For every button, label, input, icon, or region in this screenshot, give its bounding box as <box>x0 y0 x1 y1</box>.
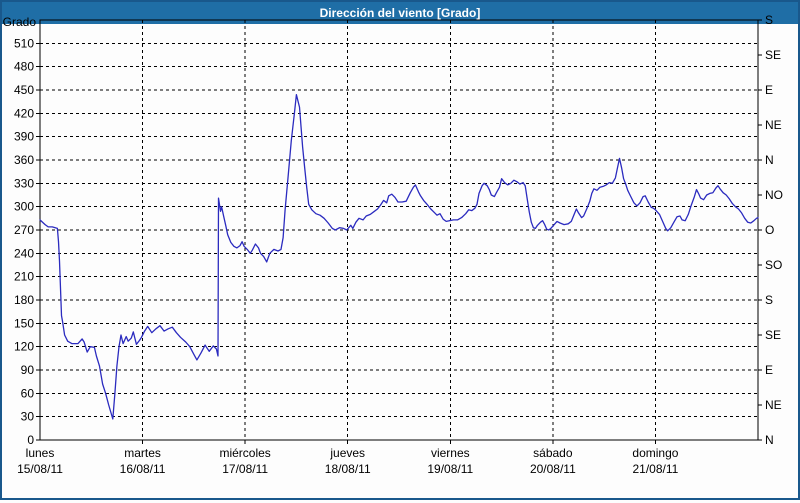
right-axis-tick-label: N <box>765 433 774 447</box>
y-axis-tick-label: 480 <box>14 60 34 74</box>
x-axis-date-label: 21/08/11 <box>633 462 679 476</box>
right-axis-tick-label: S <box>765 293 773 307</box>
y-axis-tick-label: 300 <box>14 200 34 214</box>
right-axis-tick-label: S <box>765 13 773 27</box>
right-axis-tick-label: O <box>765 223 774 237</box>
x-axis-day-label: lunes <box>26 446 55 460</box>
right-axis-tick-label: N <box>765 153 774 167</box>
x-axis-day-label: sábado <box>533 446 573 460</box>
y-axis-tick-label: 30 <box>21 410 35 424</box>
x-axis-day-label: viernes <box>431 446 470 460</box>
right-axis-tick-label: NO <box>765 188 783 202</box>
y-axis-tick-label: 240 <box>14 246 34 260</box>
right-axis-tick-label: NE <box>765 118 782 132</box>
right-axis-tick-label: E <box>765 83 773 97</box>
x-axis-day-label: domingo <box>632 446 678 460</box>
x-axis-date-label: 20/08/11 <box>530 462 576 476</box>
x-axis-date-label: 18/08/11 <box>325 462 371 476</box>
right-axis-tick-label: SO <box>765 258 782 272</box>
y-axis-tick-label: 90 <box>21 363 35 377</box>
y-axis-tick-label: 60 <box>21 386 35 400</box>
y-axis-title: Grado <box>3 15 37 29</box>
x-axis-day-label: miércoles <box>219 446 270 460</box>
right-axis-tick-label: SE <box>765 48 781 62</box>
y-axis-tick-label: 150 <box>14 316 34 330</box>
y-axis-tick-label: 120 <box>14 340 34 354</box>
window-titlebar: Dirección del viento [Grado] <box>2 2 798 24</box>
x-axis-date-label: 19/08/11 <box>427 462 473 476</box>
y-axis-tick-label: 180 <box>14 293 34 307</box>
y-axis-tick-label: 450 <box>14 83 34 97</box>
y-axis-tick-label: 510 <box>14 36 34 50</box>
window-title: Dirección del viento [Grado] <box>319 6 481 20</box>
wind-direction-series-line <box>39 94 759 420</box>
x-axis-date-label: 17/08/11 <box>222 462 268 476</box>
y-axis-tick-label: 390 <box>14 130 34 144</box>
right-axis-tick-label: SE <box>765 328 781 342</box>
x-axis-date-label: 16/08/11 <box>120 462 166 476</box>
x-axis-day-label: jueves <box>329 446 365 460</box>
x-axis-date-label: 15/08/11 <box>17 462 63 476</box>
y-axis-tick-label: 270 <box>14 223 34 237</box>
y-axis-tick-label: 0 <box>27 433 34 447</box>
y-axis-tick-label: 360 <box>14 153 34 167</box>
right-axis-tick-label: E <box>765 363 773 377</box>
x-axis-day-label: martes <box>124 446 161 460</box>
right-axis-tick-label: NE <box>765 398 782 412</box>
plot-frame <box>39 19 759 441</box>
y-axis-tick-label: 330 <box>14 176 34 190</box>
y-axis-tick-label: 210 <box>14 270 34 284</box>
y-axis-tick-label: 420 <box>14 106 34 120</box>
